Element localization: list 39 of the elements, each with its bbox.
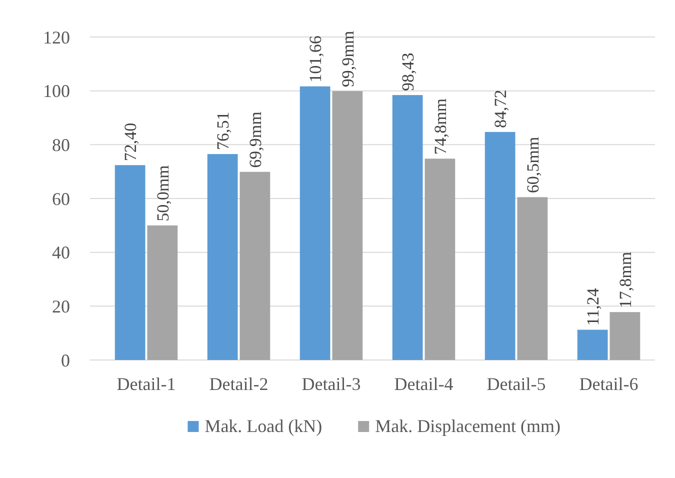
- y-tick-label: 20: [52, 296, 70, 316]
- bar: [114, 165, 146, 360]
- legend-label: Mak. Load (kN): [204, 416, 322, 436]
- data-label: 101,66: [306, 36, 326, 82]
- bar: [484, 132, 516, 360]
- data-label: 76,51: [214, 112, 233, 150]
- y-tick-label: 100: [43, 81, 70, 102]
- data-label: 74,8mm: [430, 98, 450, 155]
- bar: [207, 154, 238, 360]
- bar: [300, 86, 330, 360]
- bar: [517, 197, 548, 360]
- x-tick-label: Detail-3: [302, 374, 361, 394]
- bar: [240, 172, 270, 360]
- data-label: 98,43: [398, 52, 418, 92]
- bar: [392, 95, 423, 360]
- x-tick-label: Detail-1: [116, 374, 176, 394]
- y-tick-label: 120: [43, 27, 70, 48]
- data-label: 99,9mm: [338, 30, 358, 88]
- data-label: 69,9mm: [246, 112, 265, 168]
- data-label: 84,72: [491, 90, 510, 128]
- x-tick-label: Detail-6: [579, 374, 638, 394]
- legend-label: Mak. Displacement (mm): [375, 416, 561, 436]
- bar: [424, 158, 456, 360]
- data-label: 60,5mm: [523, 136, 542, 194]
- bar: [147, 225, 178, 360]
- data-label: 17,8mm: [616, 252, 635, 308]
- x-tick-label: Detail-4: [394, 374, 454, 394]
- y-tick-label: 0: [61, 350, 70, 370]
- y-tick-label: 60: [52, 188, 70, 209]
- bar: [332, 91, 363, 360]
- data-label: 50,0mm: [153, 165, 172, 222]
- bar: [610, 312, 640, 360]
- y-tick-label: 80: [52, 134, 70, 155]
- x-tick-label: Detail-2: [209, 374, 268, 394]
- bar: [577, 330, 608, 360]
- y-tick-label: 40: [52, 242, 70, 263]
- data-label: 72,40: [121, 122, 140, 162]
- data-label: 11,24: [584, 288, 603, 326]
- x-tick-label: Detail-5: [486, 374, 546, 394]
